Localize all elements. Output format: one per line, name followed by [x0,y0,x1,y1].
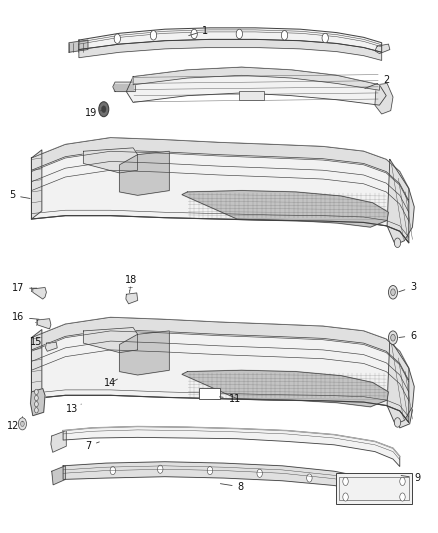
Circle shape [391,289,395,296]
Text: 3: 3 [399,282,417,292]
Text: 7: 7 [85,441,99,451]
Polygon shape [63,426,400,466]
Polygon shape [70,367,394,399]
Text: 11: 11 [219,394,241,403]
Polygon shape [389,390,413,428]
Circle shape [400,493,405,501]
Circle shape [150,30,157,40]
Polygon shape [46,342,57,351]
Polygon shape [37,319,51,329]
Circle shape [207,466,213,475]
Bar [199,388,220,399]
Polygon shape [52,466,65,485]
Text: 1: 1 [189,26,208,36]
Polygon shape [120,151,170,195]
Circle shape [114,34,120,44]
Circle shape [257,469,262,478]
Circle shape [352,481,357,489]
Polygon shape [83,148,138,173]
Polygon shape [133,67,379,90]
Polygon shape [33,287,46,299]
Polygon shape [126,67,386,105]
Circle shape [394,418,401,427]
Circle shape [35,389,38,394]
Polygon shape [126,293,138,304]
Circle shape [35,401,38,407]
Circle shape [158,465,163,473]
Polygon shape [83,327,138,353]
Text: 19: 19 [85,108,102,118]
Polygon shape [375,44,390,54]
Polygon shape [387,159,414,245]
Circle shape [99,102,109,117]
Text: 2: 2 [365,75,389,88]
Polygon shape [32,138,409,201]
Bar [339,477,409,500]
Bar [239,91,264,100]
Polygon shape [32,150,42,219]
Text: 14: 14 [104,378,117,388]
Circle shape [394,238,401,247]
Circle shape [35,408,38,413]
Circle shape [18,418,26,430]
Text: 18: 18 [125,275,137,291]
Polygon shape [182,370,389,407]
Circle shape [391,334,395,341]
Polygon shape [79,39,381,60]
Circle shape [343,493,348,501]
Polygon shape [32,329,42,399]
Text: 6: 6 [399,330,417,341]
Circle shape [281,30,288,40]
Polygon shape [63,462,393,503]
Text: 5: 5 [9,190,30,200]
Text: 9: 9 [401,473,421,483]
Text: 13: 13 [66,404,81,414]
Circle shape [110,466,116,475]
Polygon shape [79,28,381,52]
Polygon shape [375,84,393,114]
Polygon shape [120,331,170,375]
Text: 17: 17 [12,283,37,293]
Circle shape [35,395,38,401]
Polygon shape [69,40,88,52]
Circle shape [102,106,106,112]
Polygon shape [51,431,66,453]
Polygon shape [32,138,409,243]
Circle shape [389,331,398,344]
Polygon shape [113,82,135,92]
Circle shape [191,29,197,39]
Text: 12: 12 [7,421,22,431]
Polygon shape [387,339,414,424]
Circle shape [236,29,243,39]
Polygon shape [32,317,409,381]
Polygon shape [81,376,103,390]
Circle shape [307,474,312,482]
Polygon shape [182,191,389,227]
Circle shape [322,33,328,43]
Circle shape [389,286,398,299]
Polygon shape [32,317,409,423]
Polygon shape [31,389,45,416]
Circle shape [343,478,348,486]
Text: 15: 15 [30,337,50,348]
Text: 16: 16 [12,312,39,322]
Text: 8: 8 [220,482,244,492]
Polygon shape [57,372,72,393]
Circle shape [21,421,24,426]
Bar [336,473,413,504]
Circle shape [400,478,405,486]
